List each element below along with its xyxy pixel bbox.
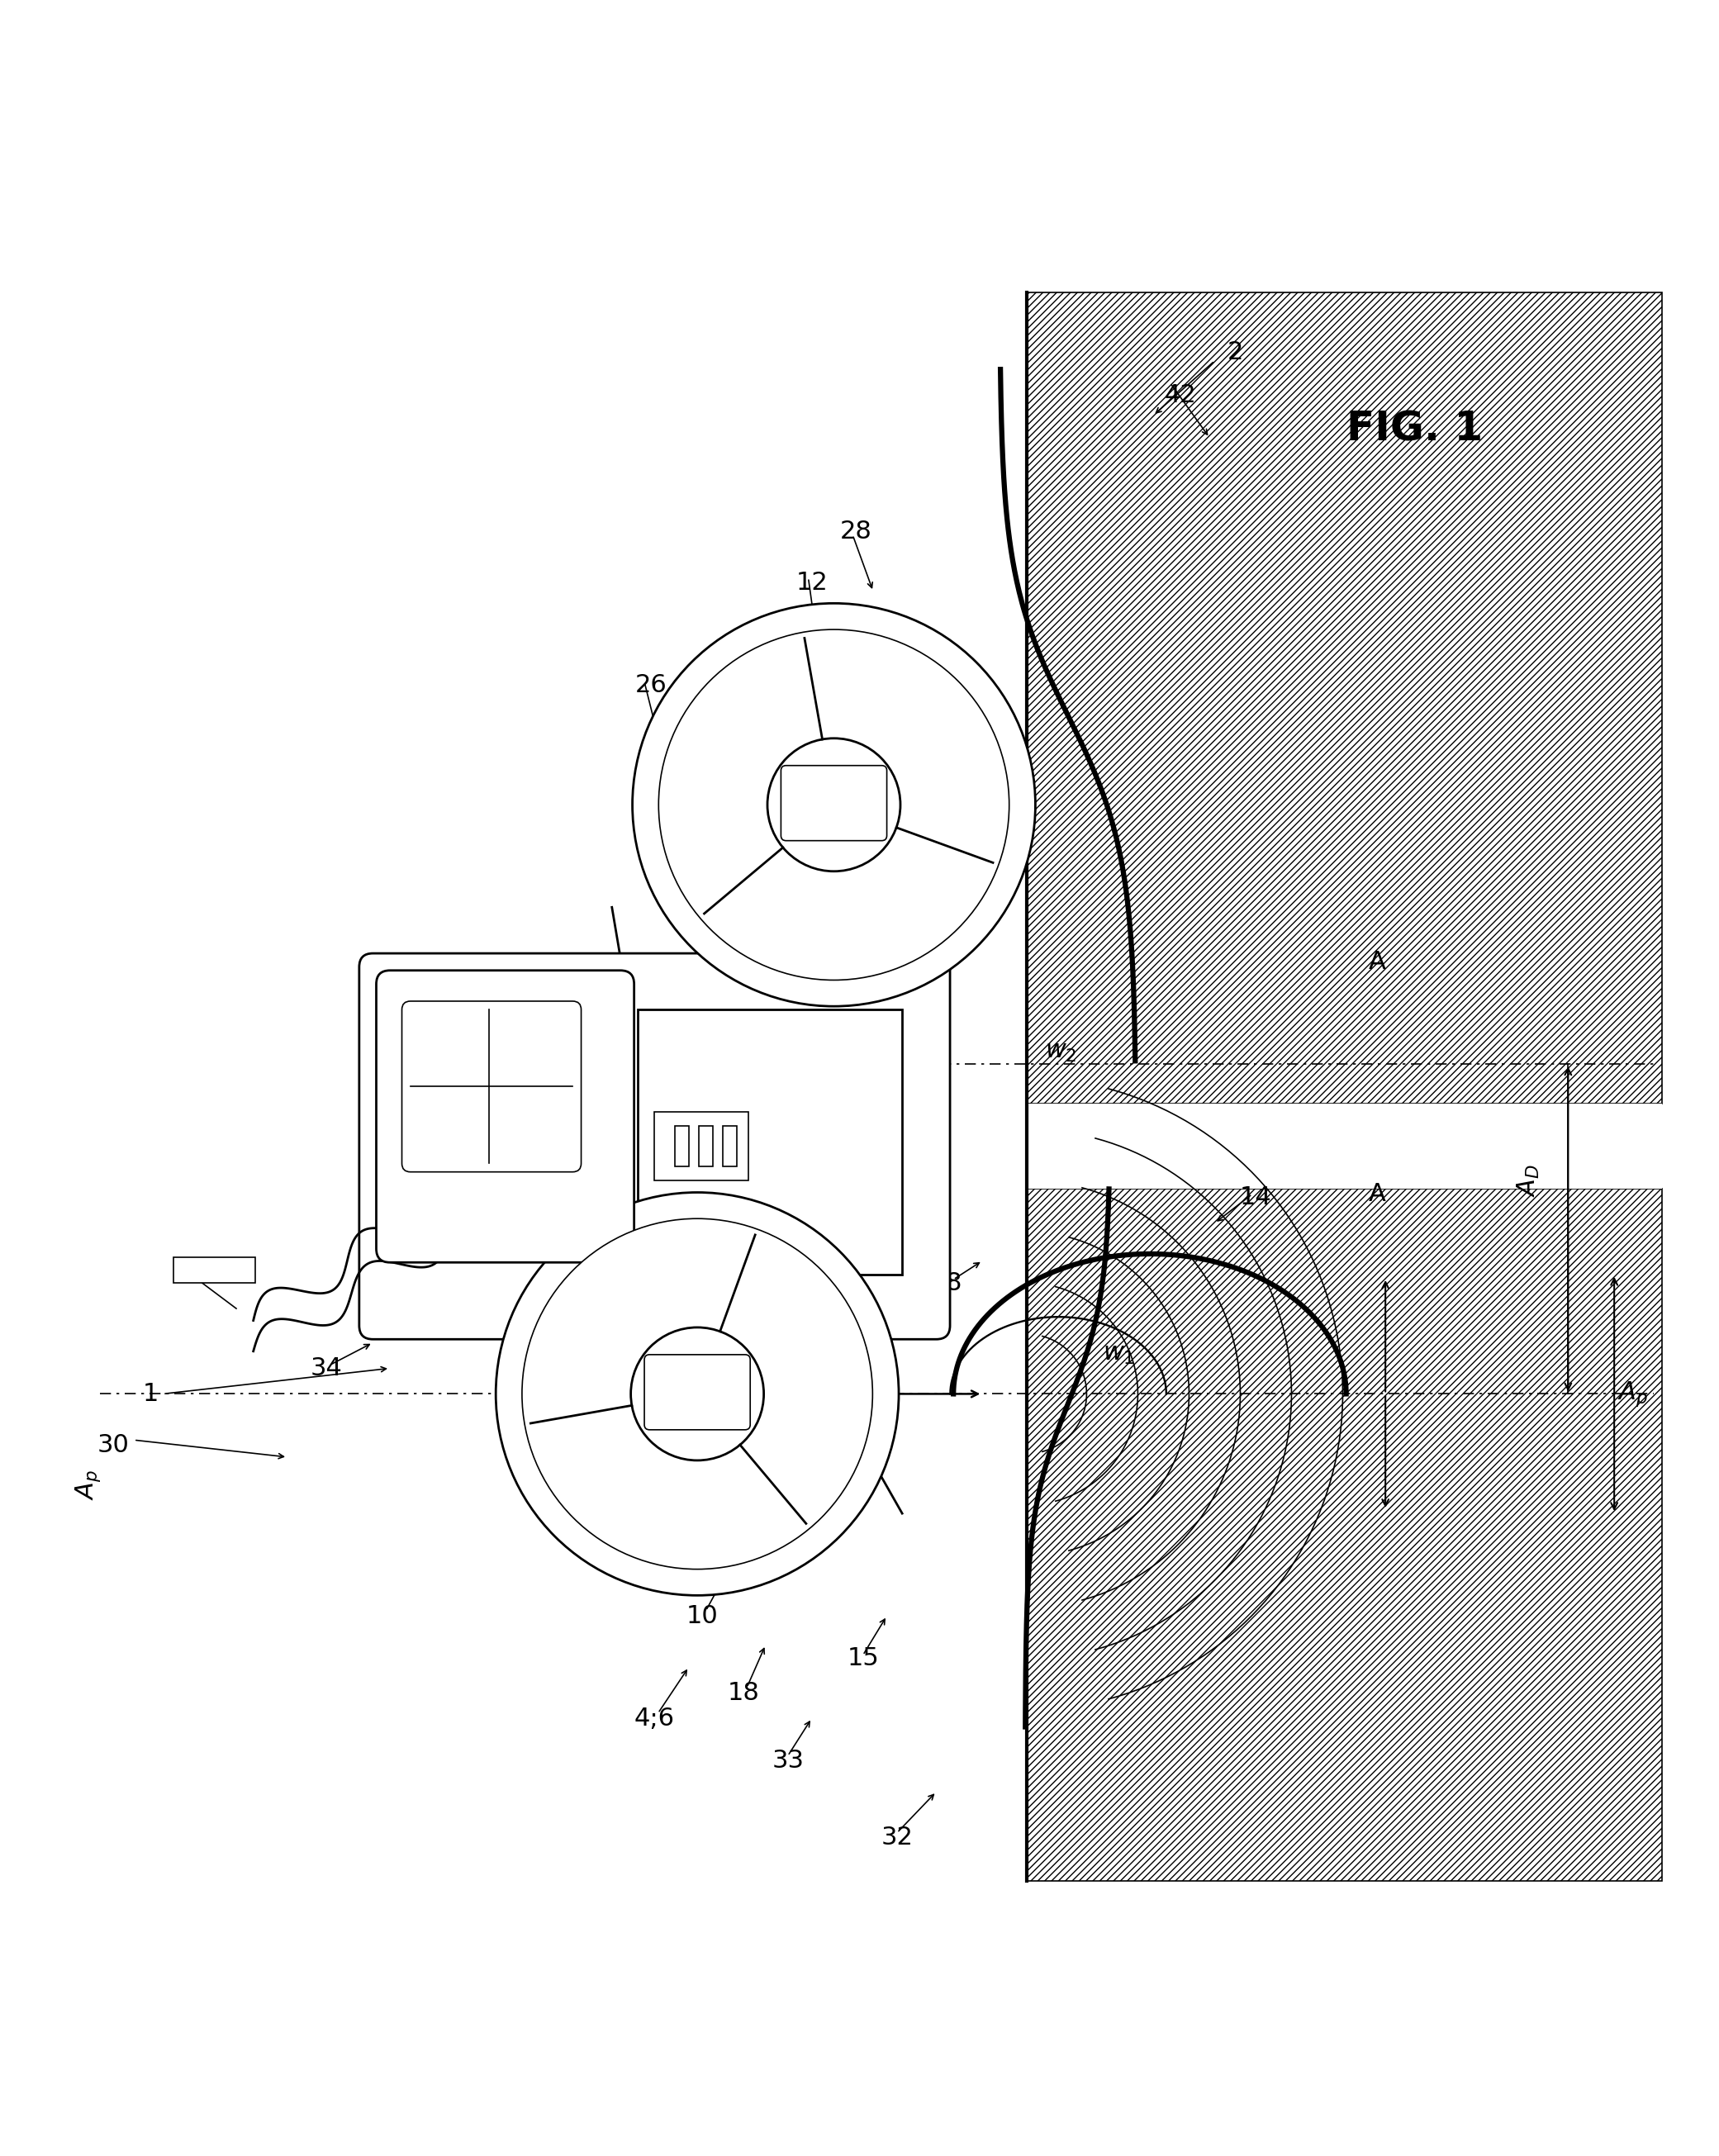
Polygon shape <box>1026 293 1662 1104</box>
Text: 26: 26 <box>636 673 667 696</box>
FancyBboxPatch shape <box>359 953 951 1339</box>
Circle shape <box>495 1192 899 1595</box>
FancyBboxPatch shape <box>402 1000 581 1173</box>
Text: $A_p$: $A_p$ <box>1618 1380 1649 1408</box>
Text: A: A <box>1368 1181 1386 1205</box>
Text: 34: 34 <box>311 1356 342 1380</box>
Bar <box>638 1009 902 1274</box>
Text: 42: 42 <box>1164 384 1196 407</box>
Bar <box>655 1112 748 1181</box>
Text: 14: 14 <box>1239 1186 1272 1210</box>
Text: FIG. 1: FIG. 1 <box>1346 410 1483 448</box>
Text: 33: 33 <box>772 1749 804 1772</box>
Text: 8: 8 <box>945 1270 961 1296</box>
FancyBboxPatch shape <box>376 970 634 1263</box>
Text: 30: 30 <box>98 1434 129 1457</box>
Text: 2: 2 <box>1227 341 1243 364</box>
Text: 16: 16 <box>584 1535 615 1559</box>
Circle shape <box>658 630 1009 981</box>
Bar <box>724 1125 736 1166</box>
FancyBboxPatch shape <box>645 1354 749 1429</box>
Bar <box>700 1125 713 1166</box>
Text: 32: 32 <box>882 1826 913 1850</box>
Text: $w_2$: $w_2$ <box>1045 1041 1076 1065</box>
Bar <box>676 1125 689 1166</box>
Circle shape <box>523 1218 873 1570</box>
Text: $A_p$: $A_p$ <box>74 1468 101 1501</box>
Text: 1: 1 <box>143 1382 158 1406</box>
Text: 24: 24 <box>813 655 844 679</box>
Text: 15: 15 <box>847 1647 878 1671</box>
Polygon shape <box>1026 1188 1662 1880</box>
Circle shape <box>767 737 901 871</box>
Text: 18: 18 <box>727 1682 760 1705</box>
Text: 4;6: 4;6 <box>634 1705 676 1731</box>
Polygon shape <box>1026 1104 1662 1188</box>
Circle shape <box>631 1328 763 1460</box>
FancyBboxPatch shape <box>780 765 887 841</box>
Text: $A_D$: $A_D$ <box>1516 1164 1542 1197</box>
Circle shape <box>633 604 1035 1007</box>
Text: 12: 12 <box>796 571 827 595</box>
Text: P: P <box>787 1455 803 1479</box>
Text: 10: 10 <box>686 1604 719 1628</box>
Text: Z: Z <box>885 1263 902 1287</box>
Text: A: A <box>1368 951 1386 975</box>
Bar <box>174 1257 254 1283</box>
Text: 28: 28 <box>841 520 872 543</box>
Text: $w_1$: $w_1$ <box>1104 1343 1135 1367</box>
